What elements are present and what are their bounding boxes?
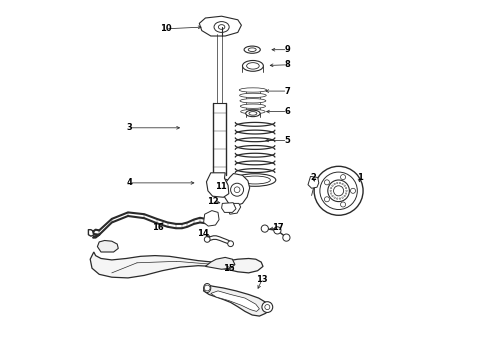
Ellipse shape — [204, 284, 211, 292]
Ellipse shape — [243, 60, 263, 71]
Polygon shape — [211, 291, 259, 311]
Text: 8: 8 — [285, 60, 291, 69]
Circle shape — [314, 166, 363, 215]
Text: 2: 2 — [311, 173, 317, 181]
Polygon shape — [205, 257, 235, 269]
Text: 12: 12 — [207, 197, 219, 206]
Circle shape — [261, 225, 269, 232]
Ellipse shape — [240, 93, 266, 98]
Text: 5: 5 — [285, 136, 291, 145]
Polygon shape — [204, 211, 219, 226]
Ellipse shape — [240, 99, 266, 103]
Text: 17: 17 — [272, 223, 284, 232]
Polygon shape — [308, 176, 319, 188]
Text: 3: 3 — [126, 123, 132, 132]
Text: 11: 11 — [215, 182, 226, 191]
Text: 1: 1 — [357, 173, 363, 181]
Circle shape — [204, 237, 210, 242]
Polygon shape — [90, 252, 263, 278]
Circle shape — [283, 234, 290, 241]
Polygon shape — [223, 174, 250, 206]
Ellipse shape — [239, 88, 267, 92]
Polygon shape — [204, 284, 270, 316]
Circle shape — [328, 180, 349, 202]
Text: 14: 14 — [196, 229, 208, 238]
Polygon shape — [98, 240, 118, 252]
Text: 10: 10 — [160, 24, 172, 33]
Ellipse shape — [241, 109, 265, 114]
Polygon shape — [228, 203, 241, 214]
Ellipse shape — [209, 179, 231, 189]
Circle shape — [262, 302, 273, 312]
Ellipse shape — [240, 104, 266, 108]
Text: 4: 4 — [126, 178, 132, 187]
Polygon shape — [199, 16, 242, 36]
Polygon shape — [206, 173, 229, 197]
Text: 16: 16 — [152, 223, 164, 232]
Ellipse shape — [234, 174, 276, 186]
Text: 6: 6 — [285, 107, 291, 116]
Polygon shape — [221, 203, 236, 212]
Text: 7: 7 — [285, 86, 291, 95]
Circle shape — [228, 241, 233, 247]
Ellipse shape — [244, 46, 260, 53]
Text: 13: 13 — [256, 274, 268, 284]
Text: 9: 9 — [285, 45, 291, 54]
Circle shape — [274, 227, 281, 234]
Ellipse shape — [245, 110, 260, 117]
Text: 15: 15 — [223, 264, 235, 273]
